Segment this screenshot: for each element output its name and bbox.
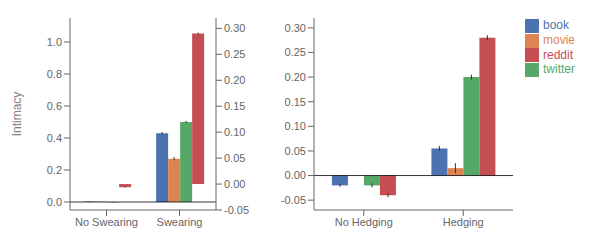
svg-text:0.10: 0.10 <box>224 126 245 138</box>
svg-text:0.30: 0.30 <box>224 22 245 34</box>
svg-text:-0.05: -0.05 <box>224 204 249 216</box>
svg-text:0.05: 0.05 <box>285 145 306 157</box>
html-text:book: book <box>543 18 569 32</box>
html-text:movie: movie <box>543 32 575 47</box>
svg-text:0.00: 0.00 <box>285 169 306 181</box>
svg-text:0.0: 0.0 <box>47 196 62 208</box>
svg-text:Intimacy: Intimacy <box>10 92 24 137</box>
svg-text:0.15: 0.15 <box>224 100 245 112</box>
svg-text:0.6: 0.6 <box>47 100 62 112</box>
svg-text:0.25: 0.25 <box>224 48 245 60</box>
svg-text:0.05: 0.05 <box>224 152 245 164</box>
svg-text:0.8: 0.8 <box>47 68 62 80</box>
svg-text:0.20: 0.20 <box>285 71 306 83</box>
svg-text:No Swearing: No Swearing <box>75 216 138 228</box>
svg-text:Hedging: Hedging <box>443 216 484 228</box>
svg-text:1.0: 1.0 <box>47 36 62 48</box>
svg-text:0.20: 0.20 <box>224 74 245 86</box>
svg-text:-0.05: -0.05 <box>281 194 306 206</box>
svg-text:0.25: 0.25 <box>285 46 306 58</box>
svg-text:0.10: 0.10 <box>285 120 306 132</box>
svg-text:0.2: 0.2 <box>47 164 62 176</box>
svg-text:Swearing: Swearing <box>157 216 203 228</box>
svg-text:0.4: 0.4 <box>47 132 62 144</box>
svg-text:0.00: 0.00 <box>224 178 245 190</box>
svg-text:0.30: 0.30 <box>285 22 306 34</box>
svg-text:0.15: 0.15 <box>285 96 306 108</box>
html-text:reddit: reddit <box>543 47 573 62</box>
html-text:twitter: twitter <box>543 62 575 77</box>
svg-text:No Hedging: No Hedging <box>335 216 393 228</box>
